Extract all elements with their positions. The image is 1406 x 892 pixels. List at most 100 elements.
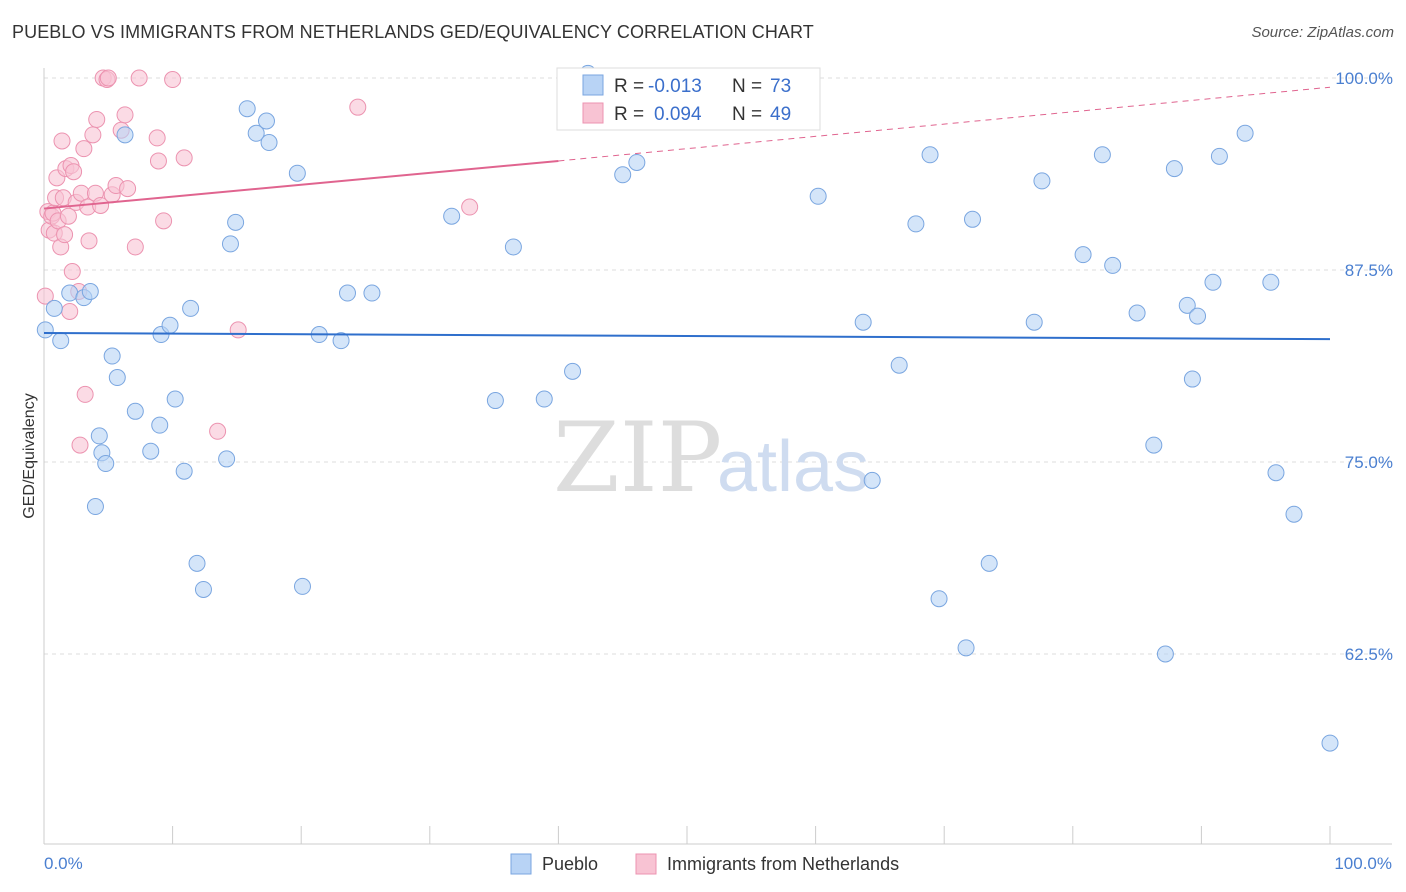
pueblo-point-2 [52,332,70,350]
pueblo-point-72 [863,471,881,489]
pueblo-point-60 [1156,645,1174,663]
pueblo-point-18 [166,390,184,408]
neth-point-37 [116,106,134,124]
pueblo-point-27 [247,124,265,142]
axes [43,68,1392,845]
y-tick-label-0: 62.5% [1345,645,1393,664]
pueblo-point-62 [1178,296,1196,314]
pueblo-point-3 [61,284,79,302]
trend-lines [43,86,1331,341]
pueblo-point-24 [221,235,239,253]
pueblo-point-49 [930,590,948,608]
neth-point-45 [175,149,193,167]
pueblo-point-47 [907,215,925,233]
pueblo-point-59 [1145,436,1163,454]
pueblo-point-51 [963,210,981,228]
pueblo-point-20 [182,299,200,317]
pueblo-point-54 [1033,172,1051,190]
pueblo-point-40 [564,362,582,380]
pueblo-point-69 [1267,464,1285,482]
legend-swatch-neth [582,102,604,124]
neth-point-10 [53,132,71,150]
bottom-legend-label-pueblo: Pueblo [542,854,598,874]
pueblo-point-65 [1204,273,1222,291]
pueblo-point-71 [1321,734,1339,752]
pueblo-point-44 [809,187,827,205]
neth-point-43 [155,212,173,230]
legend-n-value-pueblo: 73 [770,76,791,97]
pueblo-point-43 [628,153,646,171]
pueblo-point-42 [614,166,632,184]
legend-r-label-neth: R = [614,104,644,125]
neth-point-46 [209,422,227,440]
neth-points [36,69,479,454]
neth-point-42 [149,152,167,170]
pueblo-point-12 [116,126,134,144]
neth-point-26 [80,232,98,250]
pueblo-point-29 [260,134,278,152]
pueblo-point-1 [45,299,63,317]
pueblo-point-35 [363,284,381,302]
y-tick-label-1: 75.0% [1345,453,1393,472]
pueblo-point-46 [890,356,908,374]
neth-point-30 [92,196,110,214]
neth-point-27 [84,126,102,144]
neth-point-39 [126,238,144,256]
x-tick-label-max: 100.0% [1334,854,1392,873]
x-ticks [43,826,1331,844]
neth-point-29 [88,110,106,128]
pueblo-point-66 [1210,147,1228,165]
legend-r-value-pueblo: -0.013 [648,76,702,97]
x-tick-label-min: 0.0% [44,854,83,873]
pueblo-point-57 [1104,256,1122,274]
pueblo-point-6 [86,498,104,516]
pueblo-point-0 [36,321,54,339]
neth-point-12 [56,226,74,244]
neth-point-38 [119,180,137,198]
pueblo-point-68 [1262,273,1280,291]
legend-n-label-pueblo: N = [732,76,762,97]
pueblo-point-9 [97,455,115,473]
bottom-legend-label-neth: Immigrants from Netherlands [667,854,899,874]
y-axis-title: GED/Equivalency [21,393,38,518]
pueblo-point-38 [504,238,522,256]
neth-point-14 [59,207,77,225]
y-tick-labels: 62.5% 75.0% 87.5% 100.0% [1335,69,1393,664]
neth-point-40 [130,69,148,87]
watermark-atlas: atlas [717,427,869,507]
pueblo-point-17 [161,316,179,334]
legend-swatch-pueblo [582,74,604,96]
pueblo-point-14 [142,442,160,460]
top-legend: R = -0.013 N = 73 R = 0.094 N = 49 [556,67,821,131]
pueblo-point-63 [1183,370,1201,388]
pueblo-point-58 [1128,304,1146,322]
pueblo-point-30 [288,164,306,182]
pueblo-point-55 [1074,246,1092,264]
pueblo-point-33 [332,332,350,350]
pueblo-point-45 [854,313,872,331]
pueblo-point-70 [1285,505,1303,523]
pueblo-point-5 [81,283,99,301]
pueblo-point-61 [1165,160,1183,178]
pueblo-point-39 [535,390,553,408]
pueblo-point-48 [921,146,939,164]
neth-point-24 [76,385,94,403]
watermark: ZIP atlas [553,402,869,514]
neth-point-21 [71,436,89,454]
neth-point-18 [65,163,83,181]
chart-title: PUEBLO VS IMMIGRANTS FROM NETHERLANDS GE… [12,22,814,42]
watermark-zip: ZIP [553,402,722,514]
pueblo-point-37 [486,392,504,410]
pueblo-trend-line [43,331,1331,341]
legend-n-label-neth: N = [732,104,762,125]
bottom-legend-swatch-neth [635,853,657,875]
chart-source: Source: ZipAtlas.com [1251,24,1394,41]
bottom-legend: Pueblo Immigrants from Netherlands [510,853,899,875]
pueblo-point-28 [257,112,275,130]
pueblo-point-25 [227,213,245,231]
neth-point-47 [229,321,247,339]
pueblo-point-21 [188,554,206,572]
neth-point-41 [148,129,166,147]
pueblo-point-26 [238,100,256,118]
